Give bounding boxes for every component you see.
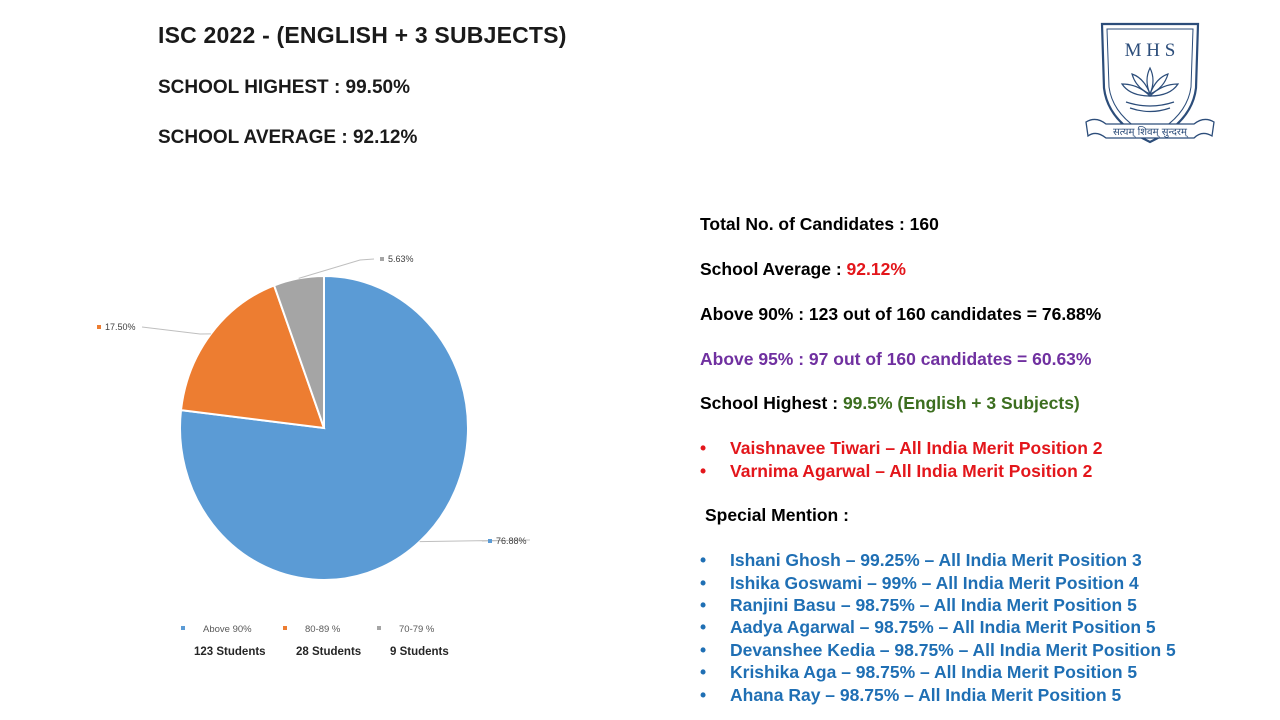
school-crest-logo: M H S सत्यम् शिवम् सुन्दरम् xyxy=(1085,22,1215,144)
school-highest-line: School Highest : 99.5% (English + 3 Subj… xyxy=(700,393,1080,414)
special-mention-text: Ishika Goswami – 99% – All India Merit P… xyxy=(730,573,1139,593)
special-mention-item: • Ishika Goswami – 99% – All India Merit … xyxy=(700,573,1139,594)
topper-text: Varnima Agarwal – All India Merit Positi… xyxy=(730,461,1093,481)
bullet: • xyxy=(700,595,707,615)
school-average-label: School Average : xyxy=(700,259,847,279)
callout-line xyxy=(419,539,531,543)
special-mention-heading: Special Mention : xyxy=(705,505,849,525)
legend-swatch xyxy=(283,626,287,630)
special-mention-item: • Ranjini Basu – 98.75% – All India Merit… xyxy=(700,595,1137,616)
total-candidates: Total No. of Candidates : 160 xyxy=(700,214,939,234)
topper-item: • Varnima Agarwal – All India Merit Posit… xyxy=(700,461,1092,482)
pie-slice xyxy=(272,274,325,429)
page-title: ISC 2022 - (ENGLISH + 3 SUBJECTS) xyxy=(158,22,567,48)
school-highest-heading: SCHOOL HIGHEST : 99.50% xyxy=(158,77,410,98)
data-label: 17.50% xyxy=(105,322,136,332)
above-90-line: Above 90% : 123 out of 160 candidates = … xyxy=(700,304,1102,324)
legend-count: 9 Students xyxy=(390,646,449,658)
data-label-marker xyxy=(97,325,101,329)
bullet: • xyxy=(700,685,707,705)
special-mention-text: Ahana Ray – 98.75% – All India Merit Pos… xyxy=(730,685,1122,705)
special-mention-item: • Krishika Aga – 98.75% – All India Merit… xyxy=(700,662,1137,683)
above-95-line: Above 95% : 97 out of 160 candidates = 6… xyxy=(700,349,1092,369)
data-label-marker xyxy=(488,539,492,543)
legend-count: 123 Students xyxy=(194,646,266,658)
school-average-value: 92.12% xyxy=(846,259,906,279)
special-mention-text: Devanshee Kedia – 98.75% – All India Mer… xyxy=(730,640,1176,660)
special-mention-item: • Devanshee Kedia – 98.75% – All India Me… xyxy=(700,640,1176,661)
bullet: • xyxy=(700,461,707,481)
school-highest-value: 99.5% (English + 3 Subjects) xyxy=(842,393,1080,413)
special-mention-item: • Ishani Ghosh – 99.25% – All India Merit… xyxy=(700,550,1142,571)
bullet: • xyxy=(700,438,707,458)
special-mention-item: • Aadya Agarwal – 98.75% – All India Meri… xyxy=(700,617,1156,638)
callout-line xyxy=(298,258,375,279)
callout-line xyxy=(141,326,211,335)
legend-swatch xyxy=(181,626,185,630)
pie-slice xyxy=(179,274,469,581)
data-label: 76.88% xyxy=(496,536,527,546)
topper-text: Vaishnavee Tiwari – All India Merit Posi… xyxy=(730,438,1103,458)
results-pie-chart: 76.88% 17.50% 5.63% Above 90% 123 Students 8… xyxy=(97,254,531,658)
bullet: • xyxy=(700,573,707,593)
school-average-heading: SCHOOL AVERAGE : 92.12% xyxy=(158,127,418,148)
school-average-line: School Average : 92.12% xyxy=(700,259,906,280)
legend-label: 70-79 % xyxy=(399,624,435,635)
data-label-marker xyxy=(380,257,384,261)
school-highest-label: School Highest : xyxy=(700,393,843,413)
bullet: • xyxy=(700,617,707,637)
legend-label: 80-89 % xyxy=(305,624,341,635)
logo-motto: सत्यम् शिवम् सुन्दरम् xyxy=(1113,126,1189,138)
special-mention-item: • Ahana Ray – 98.75% – All India Merit Po… xyxy=(700,685,1121,706)
legend-label: Above 90% xyxy=(203,624,252,635)
special-mention-text: Krishika Aga – 98.75% – All India Merit … xyxy=(730,662,1138,682)
pie-slice xyxy=(179,284,326,430)
special-mention-text: Aadya Agarwal – 98.75% – All India Merit… xyxy=(730,617,1156,637)
topper-item: • Vaishnavee Tiwari – All India Merit Pos… xyxy=(700,438,1102,459)
legend-count: 28 Students xyxy=(296,646,361,658)
legend-swatch xyxy=(377,626,381,630)
special-mention-text: Ishani Ghosh – 99.25% – All India Merit … xyxy=(730,550,1142,570)
logo-letters: M H S xyxy=(1125,40,1176,61)
data-label: 5.63% xyxy=(388,254,414,264)
special-mention-text: Ranjini Basu – 98.75% – All India Merit … xyxy=(730,595,1137,615)
bullet: • xyxy=(700,640,707,660)
bullet: • xyxy=(700,550,707,570)
bullet: • xyxy=(700,662,707,682)
